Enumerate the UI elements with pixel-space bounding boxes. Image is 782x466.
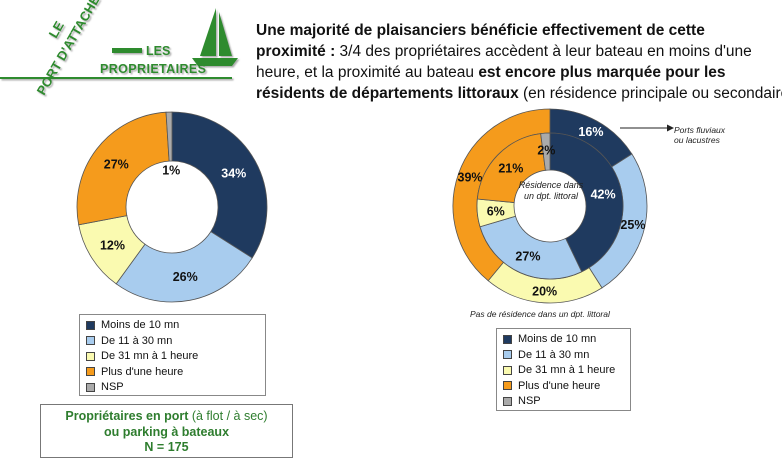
chart2-outer-label-de-31-mn-a-1-heure: 20% bbox=[532, 284, 557, 298]
chart2-inner-label-nsp: 2% bbox=[537, 144, 555, 158]
legend-label: De 11 à 30 mn bbox=[518, 348, 590, 361]
hull-icon bbox=[192, 58, 238, 66]
info-line-3: N = 175 bbox=[144, 440, 189, 454]
chart2-inner-label-de-31-mn-a-1-heure: 6% bbox=[487, 205, 505, 219]
info-line-1-regular: (à flot / à sec) bbox=[188, 409, 268, 423]
chart1-label-nsp: 1% bbox=[162, 164, 180, 178]
header-line-1: Une majorité de plaisanciers bénéficie e… bbox=[256, 20, 705, 41]
info-line-1-bold: Propriétaires en port bbox=[65, 409, 189, 423]
legend-label: Moins de 10 mn bbox=[518, 333, 597, 345]
logo-bar bbox=[112, 48, 142, 53]
chart2-inner-label-plus-d-une-heure: 21% bbox=[498, 162, 523, 176]
legend-right-item: De 31 mn à 1 heure bbox=[503, 363, 615, 377]
ports-note-line-2: ou lacustres bbox=[674, 135, 720, 145]
legend-swatch bbox=[86, 382, 95, 392]
chart1-slice-nsp bbox=[165, 111, 173, 162]
info-line-1: Propriétaires en port (à flot / à sec) bbox=[41, 409, 292, 425]
chart2-inner-slice-moins-de-10-mn bbox=[549, 132, 624, 273]
inner-ring-label-line-1: Résidence dans bbox=[518, 180, 584, 190]
legend-label: Plus d'une heure bbox=[101, 365, 184, 378]
legend-swatch bbox=[86, 351, 95, 361]
chart1-label-de-31-mn-a-1-heure: 12% bbox=[100, 238, 125, 252]
chart2-inner-slice-de-11-a-30-mn bbox=[479, 215, 583, 280]
header-line-2-bold: proximité : bbox=[256, 43, 336, 60]
chart1-label-de-11-a-30-mn: 26% bbox=[173, 270, 198, 284]
legend-swatch bbox=[86, 320, 95, 330]
ports-note: Ports fluviaux ou lacustres bbox=[674, 125, 725, 145]
chart1-label-moins-de-10-mn: 34% bbox=[221, 167, 246, 181]
logo-text-le: LE bbox=[46, 18, 67, 40]
chart1-slice-plus-d-une-heure bbox=[76, 111, 170, 226]
sample-info-box: Propriétaires en port (à flot / à sec) o… bbox=[40, 404, 293, 458]
legend-right-item: De 11 à 30 mn bbox=[503, 348, 589, 362]
legend-swatch bbox=[503, 334, 512, 344]
legend-right: Moins de 10 mn De 11 à 30 mn De 31 mn à 1 … bbox=[496, 328, 631, 411]
logo-text-proprietaires: PROPRIETAIRES bbox=[100, 62, 206, 76]
inner-ring-label-line-2: un dpt. littoral bbox=[523, 191, 579, 201]
chart2-inner-slice-nsp bbox=[540, 132, 551, 171]
legend-swatch bbox=[503, 365, 512, 375]
legend-swatch bbox=[503, 350, 512, 359]
legend-label: De 11 à 30 mn bbox=[101, 334, 173, 347]
legend-left: Moins de 10 mn De 11 à 30 mn De 31 mn à 1 … bbox=[79, 314, 266, 396]
chart2-inner-label-moins-de-10-mn: 42% bbox=[591, 187, 616, 201]
logo-underline bbox=[0, 77, 232, 79]
header-line-3-bold: est encore plus marquée pour les bbox=[478, 64, 726, 81]
legend-left-item: NSP bbox=[86, 380, 124, 394]
legend-swatch bbox=[86, 367, 95, 376]
legend-label: De 31 mn à 1 heure bbox=[101, 350, 199, 362]
legend-label: Plus d'une heure bbox=[518, 379, 601, 392]
legend-label: NSP bbox=[101, 381, 124, 393]
header-line-4: résidents de départements littoraux (en … bbox=[256, 83, 782, 104]
legend-swatch bbox=[503, 396, 512, 406]
logo: LE PORT D'ATTACHE LES PROPRIETAIRES bbox=[0, 0, 238, 98]
ports-note-line-1: Ports fluviaux bbox=[674, 125, 726, 135]
chart2-outer-label-plus-d-une-heure: 39% bbox=[458, 171, 483, 185]
chart1-label-plus-d-une-heure: 27% bbox=[104, 157, 129, 171]
legend-left-item: Plus d'une heure bbox=[86, 365, 183, 379]
chart1-slice-moins-de-10-mn bbox=[171, 111, 268, 259]
sail-icon bbox=[200, 8, 216, 56]
chart2-outer-label-de-11-a-30-mn: 25% bbox=[620, 218, 645, 232]
inner-ring-label: Résidence dans un dpt. littoral bbox=[513, 180, 589, 202]
outer-ring-label: Pas de résidence dans un dpt. littoral bbox=[470, 309, 610, 319]
chart1-slice-de-11-a-30-mn bbox=[115, 231, 253, 303]
info-line-2: ou parking à bateaux bbox=[103, 424, 230, 439]
legend-right-item: Moins de 10 mn bbox=[503, 332, 596, 346]
sail-icon bbox=[219, 12, 232, 56]
legend-left-item: Moins de 10 mn bbox=[86, 318, 179, 332]
header-line-2: proximité : 3/4 des propriétaires accède… bbox=[256, 41, 752, 62]
header-line-4-bold: résidents de départements littoraux bbox=[256, 85, 519, 102]
header-line-2-regular: 3/4 des propriétaires accèdent à leur ba… bbox=[335, 43, 752, 60]
logo-text-les: LES bbox=[146, 44, 170, 58]
legend-label: NSP bbox=[518, 395, 541, 407]
legend-swatch bbox=[86, 336, 95, 345]
legend-left-item: De 31 mn à 1 heure bbox=[86, 349, 198, 363]
arrow-icon bbox=[620, 124, 674, 132]
chart2-outer-label-moins-de-10-mn: 16% bbox=[578, 125, 603, 139]
legend-right-item: NSP bbox=[503, 394, 541, 408]
header-line-3-regular: heure, et la proximité au bateau bbox=[256, 64, 479, 81]
chart2-inner-label-de-11-a-30-mn: 27% bbox=[515, 249, 540, 263]
header-line-4-regular: (en résidence principale ou secondaire) bbox=[518, 85, 782, 102]
legend-label: Moins de 10 mn bbox=[101, 319, 180, 331]
legend-swatch bbox=[503, 381, 512, 390]
header-line-3: heure, et la proximité au bateau est enc… bbox=[256, 62, 726, 83]
legend-right-item: Plus d'une heure bbox=[503, 379, 600, 393]
legend-left-item: De 11 à 30 mn bbox=[86, 334, 172, 348]
header-line-1-text: Une majorité de plaisanciers bénéficie e… bbox=[256, 22, 705, 39]
legend-label: De 31 mn à 1 heure bbox=[518, 364, 616, 376]
